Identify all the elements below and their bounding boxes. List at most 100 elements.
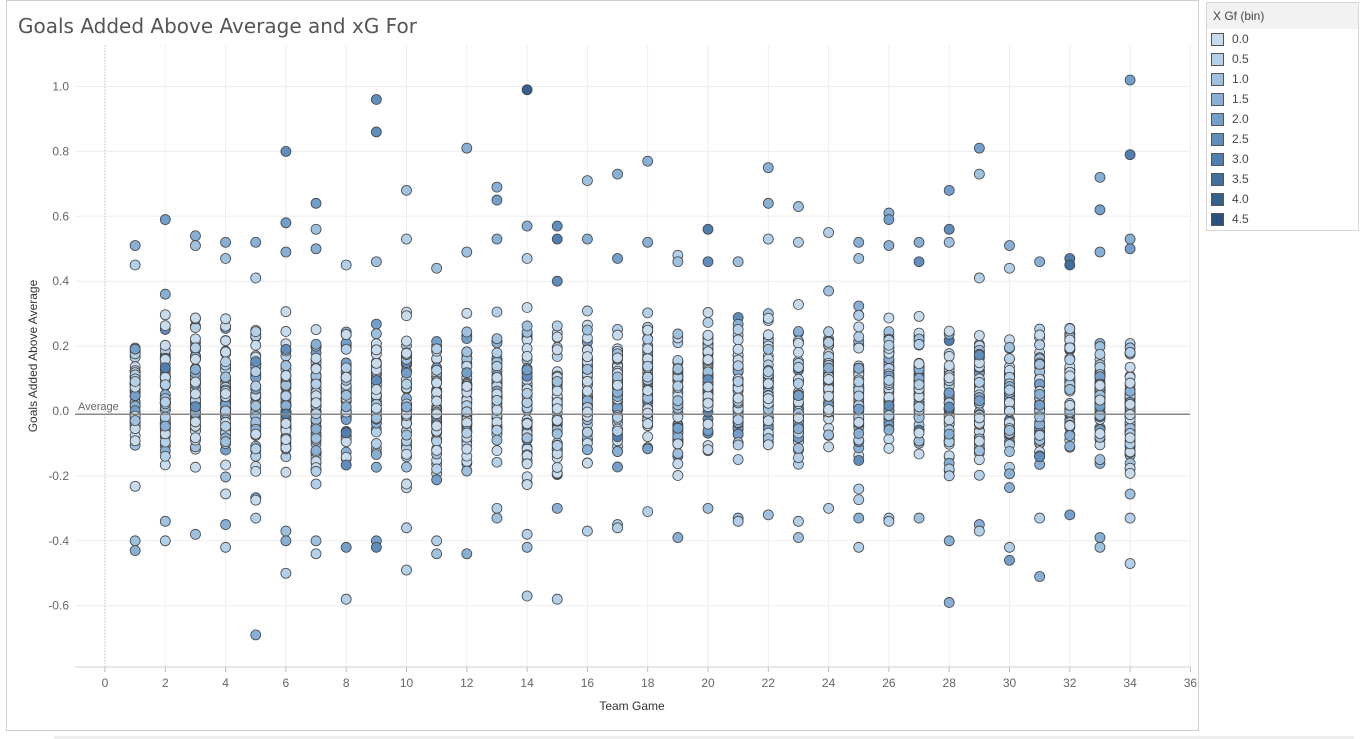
data-point[interactable] xyxy=(1124,233,1136,245)
data-point[interactable] xyxy=(612,425,623,437)
data-point[interactable] xyxy=(461,465,473,477)
data-point[interactable] xyxy=(943,325,955,337)
data-point[interactable] xyxy=(280,246,292,258)
data-point[interactable] xyxy=(1124,398,1136,410)
data-point[interactable] xyxy=(431,535,443,547)
data-point[interactable] xyxy=(220,346,232,358)
data-point[interactable] xyxy=(401,461,412,473)
data-point[interactable] xyxy=(702,381,714,393)
data-point[interactable] xyxy=(310,352,322,364)
data-point[interactable] xyxy=(642,506,654,517)
data-point[interactable] xyxy=(401,367,412,379)
data-point[interactable] xyxy=(129,545,141,556)
data-point[interactable] xyxy=(1034,512,1046,524)
data-point[interactable] xyxy=(913,401,925,413)
data-point[interactable] xyxy=(220,335,232,347)
data-point[interactable] xyxy=(280,360,292,372)
data-point[interactable] xyxy=(732,343,744,355)
data-point[interactable] xyxy=(250,465,262,477)
data-point[interactable] xyxy=(582,233,593,245)
data-point[interactable] xyxy=(551,220,563,232)
data-point[interactable] xyxy=(883,424,895,436)
data-point[interactable] xyxy=(853,331,865,342)
data-point[interactable] xyxy=(1004,342,1015,353)
data-point[interactable] xyxy=(612,329,623,341)
data-point[interactable] xyxy=(642,371,654,383)
legend-item[interactable]: 1.5 xyxy=(1207,89,1358,109)
data-point[interactable] xyxy=(220,488,232,500)
data-point[interactable] xyxy=(250,339,262,351)
data-point[interactable] xyxy=(159,535,171,547)
data-point[interactable] xyxy=(431,474,443,486)
data-point[interactable] xyxy=(762,366,774,377)
data-point[interactable] xyxy=(642,236,654,248)
data-point[interactable] xyxy=(461,427,473,439)
data-point[interactable] xyxy=(159,288,171,300)
data-point[interactable] xyxy=(672,256,684,268)
data-point[interactable] xyxy=(340,593,352,605)
data-point[interactable] xyxy=(973,395,985,407)
data-point[interactable] xyxy=(1064,259,1076,271)
data-point[interactable] xyxy=(762,439,774,451)
data-point[interactable] xyxy=(220,405,232,417)
data-point[interactable] xyxy=(310,223,322,235)
data-point[interactable] xyxy=(521,418,533,430)
data-point[interactable] xyxy=(642,385,654,396)
data-point[interactable] xyxy=(1124,377,1136,389)
data-point[interactable] xyxy=(1034,411,1046,423)
data-point[interactable] xyxy=(280,326,292,337)
data-point[interactable] xyxy=(883,515,895,527)
data-point[interactable] xyxy=(431,395,443,407)
data-point[interactable] xyxy=(190,432,201,444)
data-point[interactable] xyxy=(190,230,201,242)
data-point[interactable] xyxy=(943,387,955,399)
data-point[interactable] xyxy=(491,434,503,446)
data-point[interactable] xyxy=(129,343,141,355)
data-point[interactable] xyxy=(943,223,955,235)
data-point[interactable] xyxy=(159,379,171,391)
data-point[interactable] xyxy=(732,324,744,335)
data-point[interactable] xyxy=(461,367,473,379)
data-point[interactable] xyxy=(190,461,201,473)
data-point[interactable] xyxy=(129,376,141,387)
data-point[interactable] xyxy=(401,564,412,576)
data-point[interactable] xyxy=(762,343,774,355)
data-point[interactable] xyxy=(461,246,473,258)
data-point[interactable] xyxy=(190,312,201,324)
data-point[interactable] xyxy=(823,362,834,374)
data-point[interactable] xyxy=(1034,256,1046,268)
data-point[interactable] xyxy=(943,401,955,413)
data-point[interactable] xyxy=(823,227,834,238)
data-point[interactable] xyxy=(310,197,322,209)
data-point[interactable] xyxy=(280,525,292,537)
data-point[interactable] xyxy=(943,184,955,196)
data-point[interactable] xyxy=(582,375,593,387)
data-point[interactable] xyxy=(762,312,774,324)
data-point[interactable] xyxy=(732,360,744,372)
data-point[interactable] xyxy=(431,548,443,560)
data-point[interactable] xyxy=(401,184,412,196)
data-point[interactable] xyxy=(461,406,473,418)
data-point[interactable] xyxy=(793,442,804,454)
data-point[interactable] xyxy=(1034,388,1046,400)
data-point[interactable] xyxy=(883,339,895,351)
data-point[interactable] xyxy=(762,415,774,427)
data-point[interactable] xyxy=(702,397,714,409)
data-point[interactable] xyxy=(1094,204,1106,216)
data-point[interactable] xyxy=(461,142,473,154)
data-point[interactable] xyxy=(582,444,593,456)
data-point[interactable] xyxy=(521,528,533,540)
data-point[interactable] xyxy=(823,336,834,348)
data-point[interactable] xyxy=(793,423,804,435)
data-point[interactable] xyxy=(702,444,714,456)
data-point[interactable] xyxy=(521,590,533,602)
data-point[interactable] xyxy=(1064,323,1076,335)
data-point[interactable] xyxy=(732,256,744,268)
data-point[interactable] xyxy=(521,364,533,376)
data-point[interactable] xyxy=(672,438,684,450)
data-point[interactable] xyxy=(551,320,563,332)
data-point[interactable] xyxy=(370,126,382,138)
data-point[interactable] xyxy=(612,168,623,180)
data-point[interactable] xyxy=(1064,384,1076,395)
data-point[interactable] xyxy=(159,214,171,225)
